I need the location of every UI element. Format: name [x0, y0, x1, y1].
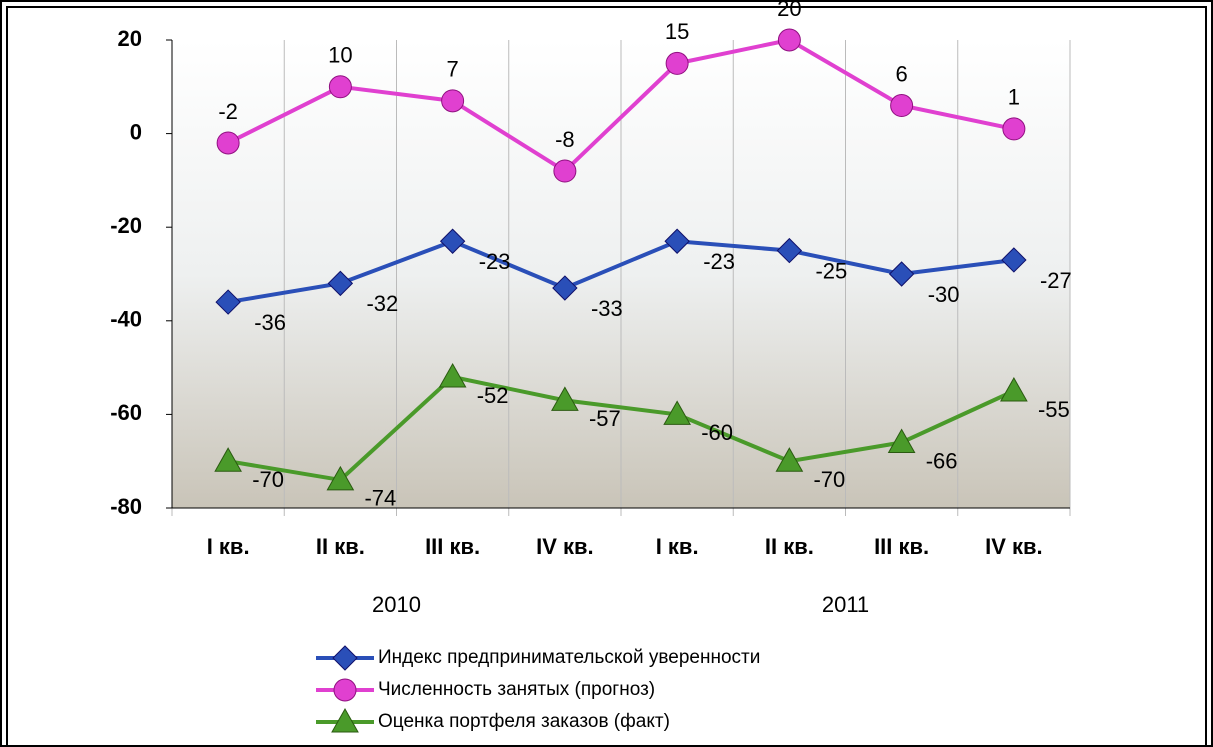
x-tick-label: IV кв.	[985, 534, 1043, 559]
y-tick-label: -20	[110, 213, 142, 238]
data-label: -70	[813, 467, 845, 492]
y-tick-label: 20	[118, 26, 142, 51]
marker	[215, 289, 241, 315]
data-label: -57	[589, 406, 621, 431]
data-label: -23	[479, 249, 511, 274]
marker	[216, 131, 240, 155]
marker	[332, 645, 358, 671]
marker	[438, 362, 467, 388]
marker	[551, 386, 579, 411]
data-label: -66	[926, 448, 958, 473]
legend-label: Оценка портфеля заказов (факт)	[378, 711, 670, 732]
data-label: -60	[701, 420, 733, 445]
x-tick-label: I кв.	[656, 534, 699, 559]
x-tick-label: IV кв.	[536, 534, 594, 559]
marker	[214, 447, 242, 472]
marker	[664, 228, 690, 254]
data-label: 6	[896, 61, 908, 86]
marker	[665, 51, 689, 75]
inner-frame	[6, 6, 1207, 747]
data-label: -74	[364, 486, 396, 511]
series-line	[227, 374, 1015, 483]
x-tick-label: III кв.	[874, 534, 929, 559]
marker	[777, 28, 801, 52]
y-tick-label: -60	[110, 400, 142, 425]
marker	[890, 94, 914, 118]
data-label: -55	[1038, 397, 1070, 422]
data-label: -36	[254, 310, 286, 335]
marker	[1001, 247, 1027, 273]
marker	[553, 159, 577, 183]
data-label: -27	[1040, 268, 1072, 293]
y-tick-label: -40	[110, 307, 142, 332]
data-label: -30	[928, 282, 960, 307]
marker	[776, 237, 803, 264]
data-label: -52	[477, 383, 509, 408]
marker	[1000, 376, 1028, 402]
data-label: 7	[447, 57, 459, 82]
marker	[887, 428, 916, 453]
series-line	[227, 239, 1015, 305]
data-label: 20	[777, 0, 801, 21]
data-label: 15	[665, 19, 689, 44]
x-tick-label: II кв.	[316, 534, 365, 559]
marker	[775, 447, 804, 472]
data-label: -33	[591, 296, 623, 321]
data-label: 1	[1008, 85, 1020, 110]
marker	[326, 465, 355, 491]
marker	[328, 75, 352, 99]
y-tick-label: -80	[110, 494, 142, 519]
data-label: -32	[366, 291, 398, 316]
data-label: -8	[555, 127, 575, 152]
marker	[1002, 117, 1026, 141]
x-tick-label: I кв.	[207, 534, 250, 559]
marker	[552, 275, 578, 301]
marker	[333, 678, 357, 702]
marker	[888, 261, 915, 287]
marker	[439, 228, 466, 254]
data-label: 10	[328, 43, 352, 68]
legend-label: Численность занятых (прогноз)	[378, 679, 655, 700]
data-label: -70	[252, 467, 284, 492]
data-label: -25	[815, 258, 847, 283]
marker	[441, 89, 465, 113]
x-tick-label: II кв.	[765, 534, 814, 559]
group-label: 2011	[822, 592, 869, 617]
marker	[331, 707, 359, 733]
series-line	[227, 37, 1015, 174]
x-tick-label: III кв.	[425, 534, 480, 559]
marker	[327, 270, 354, 297]
marker	[663, 400, 691, 425]
data-label: -2	[218, 99, 238, 124]
group-label: 2010	[372, 592, 421, 617]
legend-label: Индекс предпринимательской уверенности	[378, 647, 760, 668]
y-tick-label: 0	[130, 119, 142, 144]
data-label: -23	[703, 249, 735, 274]
